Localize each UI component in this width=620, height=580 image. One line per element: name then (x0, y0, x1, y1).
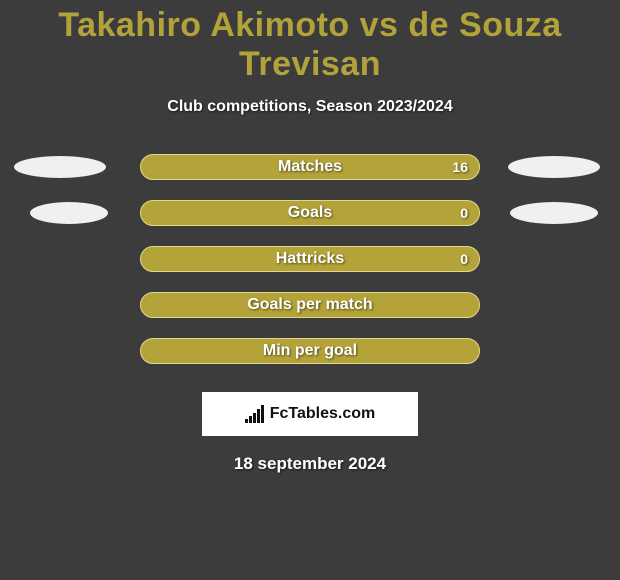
stat-bar (140, 200, 480, 226)
stat-row: Goals per match (0, 292, 620, 318)
player-left-badge (30, 202, 108, 224)
stat-row: Matches 16 (0, 154, 620, 180)
player-right-badge (510, 202, 598, 224)
stat-row: Min per goal (0, 338, 620, 364)
stat-row: Goals 0 (0, 200, 620, 226)
stat-rows: Matches 16 Goals 0 Hattricks 0 Goals per… (0, 154, 620, 364)
stat-bar (140, 154, 480, 180)
stat-bar (140, 292, 480, 318)
source-logo-text: FcTables.com (270, 405, 376, 423)
stat-bar (140, 246, 480, 272)
source-logo: FcTables.com (202, 392, 418, 436)
date-label: 18 september 2024 (0, 454, 620, 474)
comparison-card: Takahiro Akimoto vs de Souza Trevisan Cl… (0, 0, 620, 580)
stat-bar (140, 338, 480, 364)
stat-value-right: 0 (460, 200, 468, 226)
stat-value-right: 16 (452, 154, 468, 180)
subtitle: Club competitions, Season 2023/2024 (0, 98, 620, 116)
player-right-badge (508, 156, 600, 178)
stat-row: Hattricks 0 (0, 246, 620, 272)
stat-value-right: 0 (460, 246, 468, 272)
page-title: Takahiro Akimoto vs de Souza Trevisan (0, 6, 620, 84)
bar-chart-icon (245, 405, 264, 423)
player-left-badge (14, 156, 106, 178)
